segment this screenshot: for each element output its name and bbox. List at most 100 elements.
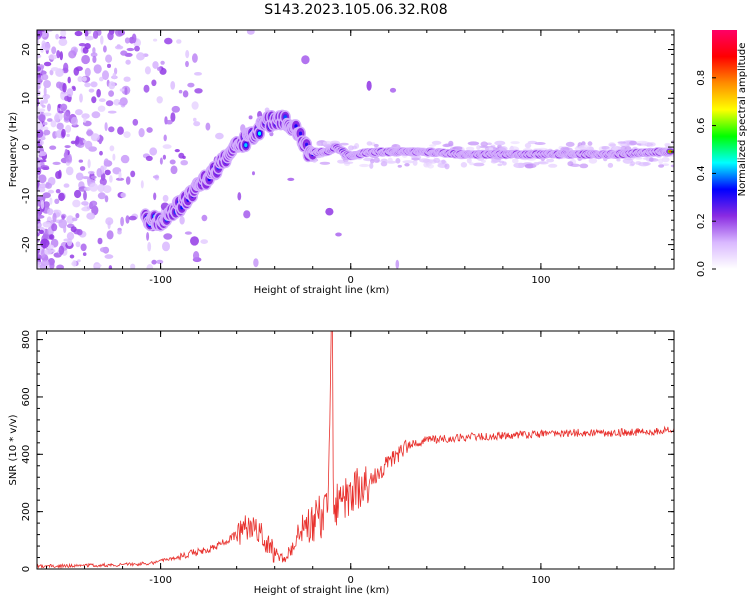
noise-cell bbox=[117, 229, 122, 235]
noise-cell bbox=[99, 76, 104, 82]
noise-cell bbox=[87, 159, 91, 169]
noise-cell bbox=[102, 185, 112, 194]
noise-cell bbox=[79, 93, 83, 103]
noise-cell bbox=[102, 70, 109, 81]
noise-cell bbox=[389, 87, 397, 93]
noise-cell bbox=[108, 81, 116, 90]
noise-cell bbox=[82, 252, 87, 256]
noise-cell bbox=[136, 52, 145, 61]
noise-cell bbox=[63, 111, 70, 121]
noise-cell bbox=[90, 175, 97, 179]
noise-cell bbox=[469, 162, 474, 166]
noise-cell bbox=[92, 47, 96, 54]
noise-cell bbox=[184, 231, 192, 235]
noise-cell bbox=[140, 180, 144, 189]
noise-cell bbox=[169, 159, 176, 165]
noise-cell bbox=[52, 212, 57, 223]
noise-cell bbox=[37, 106, 40, 110]
noise-cell bbox=[67, 76, 71, 84]
noise-cell bbox=[191, 101, 199, 110]
noise-cell bbox=[119, 88, 125, 92]
noise-cell bbox=[83, 139, 87, 144]
noise-cell bbox=[41, 248, 46, 259]
noise-cell bbox=[114, 67, 118, 75]
noise-cell bbox=[518, 162, 525, 168]
x-tick-label: -100 bbox=[149, 575, 172, 586]
noise-cell bbox=[123, 76, 131, 82]
noise-cell bbox=[380, 161, 388, 167]
noise-cell bbox=[51, 46, 57, 55]
noise-cell bbox=[123, 131, 131, 139]
noise-cell bbox=[63, 62, 69, 72]
noise-cell bbox=[37, 30, 43, 38]
noise-cell bbox=[37, 77, 42, 85]
noise-cell bbox=[609, 143, 617, 147]
noise-cell bbox=[132, 118, 139, 126]
spectrogram-y-ticks: -20 -10 0 10 20 bbox=[21, 34, 674, 270]
noise-cell bbox=[156, 259, 164, 264]
noise-cell bbox=[170, 112, 176, 122]
noise-cell bbox=[37, 53, 42, 59]
noise-cell bbox=[56, 264, 64, 269]
noise-cell bbox=[66, 88, 74, 98]
noise-cell bbox=[45, 182, 52, 189]
noise-cell bbox=[658, 164, 665, 168]
noise-cell bbox=[37, 197, 42, 207]
snr-y-axis-label: SNR (10 * v/v) bbox=[8, 414, 19, 485]
noise-cell bbox=[431, 140, 442, 145]
noise-cell bbox=[40, 260, 50, 267]
noise-cell bbox=[43, 80, 51, 88]
noise-cell bbox=[114, 45, 124, 50]
noise-cell bbox=[170, 81, 176, 90]
noise-cell bbox=[38, 151, 47, 157]
noise-cell bbox=[66, 232, 75, 241]
noise-cell bbox=[49, 197, 53, 205]
noise-cell bbox=[427, 164, 434, 169]
noise-cell bbox=[79, 166, 86, 171]
noise-cell bbox=[185, 60, 189, 68]
noise-cell bbox=[465, 146, 475, 151]
noise-cell bbox=[75, 172, 84, 181]
noise-cell bbox=[253, 258, 259, 268]
noise-cell bbox=[125, 176, 131, 185]
noise-cell bbox=[69, 254, 75, 259]
noise-cell bbox=[120, 154, 130, 164]
noise-cell bbox=[466, 157, 472, 164]
noise-cell bbox=[74, 189, 82, 199]
noise-cell bbox=[616, 158, 621, 162]
noise-cell bbox=[587, 141, 593, 146]
noise-cell bbox=[412, 159, 418, 166]
noise-cell bbox=[194, 88, 203, 94]
noise-cell bbox=[49, 234, 55, 240]
colorbar-gradient bbox=[712, 30, 737, 269]
snr-y-ticks: 0 200 400 600 800 bbox=[21, 330, 674, 572]
noise-cell bbox=[66, 133, 70, 138]
noise-cell bbox=[629, 140, 638, 146]
noise-cell bbox=[538, 161, 549, 165]
noise-cell bbox=[601, 146, 610, 150]
noise-cell bbox=[176, 39, 182, 44]
noise-cell bbox=[512, 158, 519, 164]
noise-cell bbox=[490, 159, 498, 164]
noise-cell bbox=[58, 192, 65, 202]
noise-cell bbox=[40, 199, 45, 210]
noise-cell bbox=[200, 239, 208, 245]
x-tick-label: 0 bbox=[348, 275, 354, 286]
noise-cell bbox=[194, 72, 202, 76]
noise-cell bbox=[149, 147, 158, 156]
noise-cell bbox=[75, 66, 83, 72]
noise-cell bbox=[87, 170, 95, 175]
noise-cell bbox=[98, 98, 106, 103]
noise-cell bbox=[373, 143, 379, 148]
noise-cell bbox=[92, 55, 97, 64]
noise-cell bbox=[246, 30, 255, 35]
noise-cell bbox=[82, 76, 87, 82]
noise-cell bbox=[113, 99, 121, 106]
noise-cell bbox=[90, 52, 98, 58]
noise-cell bbox=[395, 259, 400, 269]
noise-cell bbox=[91, 111, 101, 119]
noise-cell bbox=[193, 117, 197, 122]
spectrogram-x-ticks: -100 0 100 bbox=[46, 30, 656, 286]
noise-cell bbox=[130, 263, 136, 269]
